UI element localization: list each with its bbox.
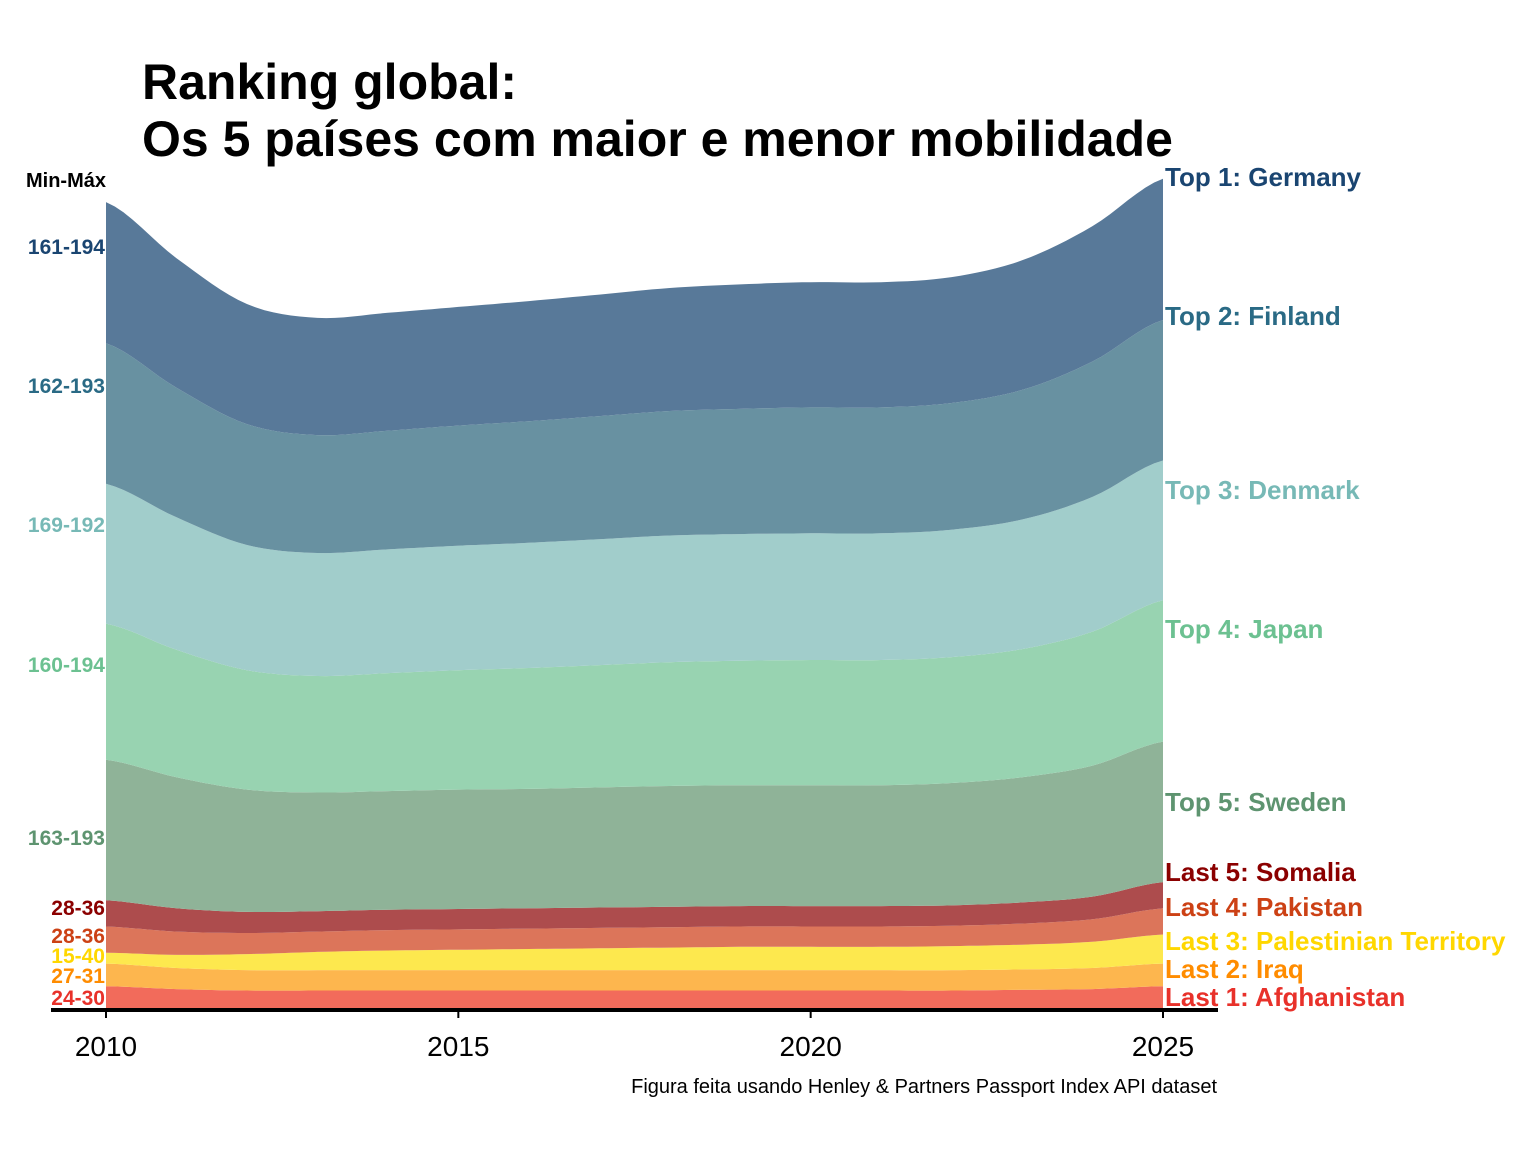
x-axis: 2010 2015 2020 2025 xyxy=(51,1008,1218,1062)
x-tick-label-2010: 2010 xyxy=(75,1031,137,1062)
area-top-5-sweden xyxy=(106,741,1163,912)
chart-caption: Figura feita usando Henley & Partners Pa… xyxy=(631,1076,1217,1098)
range-label-last-3-palestinian-territory: 15-40 xyxy=(51,945,105,968)
series-label-last-3-palestinian-territory: Last 3: Palestinian Territory xyxy=(1165,926,1506,956)
area-top-2-finland xyxy=(106,320,1163,554)
range-labels: Min-Máx 24-3027-3115-4028-3628-36163-193… xyxy=(26,170,106,1010)
area-last-5-somalia xyxy=(106,882,1163,933)
series-label-last-1-afghanistan: Last 1: Afghanistan xyxy=(1165,982,1405,1012)
chart-title-line-1: Ranking global: xyxy=(142,54,517,110)
chart-title-line-2: Os 5 países com maior e menor mobilidade xyxy=(142,111,1173,167)
range-label-last-1-afghanistan: 24-30 xyxy=(51,987,105,1010)
area-top-4-japan xyxy=(106,600,1163,793)
series-label-top-4-japan: Top 4: Japan xyxy=(1165,614,1323,644)
series-label-top-1-germany: Top 1: Germany xyxy=(1165,162,1362,192)
x-tick-label-2015: 2015 xyxy=(427,1031,489,1062)
range-header: Min-Máx xyxy=(26,170,106,192)
area-last-1-afghanistan xyxy=(106,986,1163,1008)
series-label-top-5-sweden: Top 5: Sweden xyxy=(1165,787,1347,817)
chart-title: Ranking global: Os 5 países com maior e … xyxy=(142,54,1173,168)
area-last-2-iraq xyxy=(106,963,1163,991)
range-label-top-5-sweden: 163-193 xyxy=(28,827,105,850)
series-label-last-5-somalia: Last 5: Somalia xyxy=(1165,857,1356,887)
range-label-top-3-denmark: 169-192 xyxy=(28,514,105,537)
range-label-top-4-japan: 160-194 xyxy=(28,654,105,677)
x-tick-label-2020: 2020 xyxy=(780,1031,842,1062)
series-label-top-3-denmark: Top 3: Denmark xyxy=(1165,475,1360,505)
area-layers xyxy=(106,178,1163,1008)
range-label-last-2-iraq: 27-31 xyxy=(51,965,105,988)
range-label-last-5-somalia: 28-36 xyxy=(51,897,105,920)
area-top-3-denmark xyxy=(106,460,1163,677)
range-label-top-2-finland: 162-193 xyxy=(28,375,105,398)
series-label-top-2-finland: Top 2: Finland xyxy=(1165,301,1341,331)
series-label-last-2-iraq: Last 2: Iraq xyxy=(1165,954,1304,984)
area-last-3-palestinian-territory xyxy=(106,934,1163,971)
area-top-1-germany xyxy=(106,178,1163,436)
x-tick-label-2025: 2025 xyxy=(1132,1031,1194,1062)
area-last-4-pakistan xyxy=(106,908,1163,955)
range-label-last-4-pakistan: 28-36 xyxy=(51,925,105,948)
range-label-top-1-germany: 161-194 xyxy=(28,236,105,259)
series-label-last-4-pakistan: Last 4: Pakistan xyxy=(1165,892,1363,922)
